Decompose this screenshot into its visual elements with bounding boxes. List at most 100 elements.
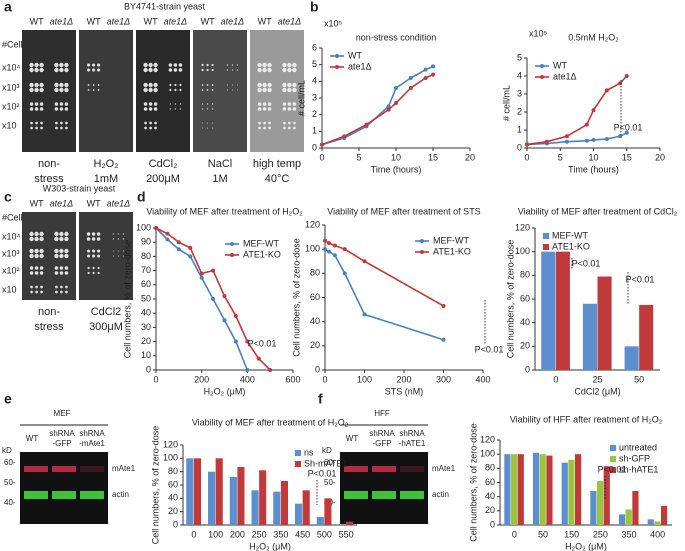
x-tick-label: 200 xyxy=(230,529,245,539)
legend-label: MEF-WT xyxy=(552,230,588,240)
column-header: ate1Δ xyxy=(278,16,302,26)
y-tick-label: 120 xyxy=(515,222,530,232)
colony xyxy=(201,103,204,105)
point xyxy=(245,339,250,344)
colony xyxy=(262,102,267,106)
bar xyxy=(546,455,553,525)
colony xyxy=(29,266,34,270)
colony xyxy=(211,84,214,86)
column-header: WT xyxy=(30,16,44,26)
colony xyxy=(231,69,234,71)
colony xyxy=(282,107,287,111)
colony xyxy=(283,126,286,130)
series-line xyxy=(321,73,434,146)
y-tick-label: 80 xyxy=(485,463,495,473)
point xyxy=(326,241,331,246)
column-header: WT xyxy=(144,16,158,26)
y-axis-label: # cell/mL xyxy=(296,80,306,116)
colony xyxy=(64,67,69,73)
colony xyxy=(179,83,182,87)
x-tick-label: 0 xyxy=(322,374,327,384)
colony xyxy=(87,68,91,72)
point xyxy=(408,76,413,80)
bar xyxy=(273,491,281,525)
y-tick-label: 60 xyxy=(520,293,530,303)
colony xyxy=(282,87,287,93)
colony xyxy=(34,253,39,259)
point xyxy=(154,226,158,230)
y-tick-label: 100 xyxy=(515,246,530,256)
colony xyxy=(212,127,214,129)
colony xyxy=(86,237,91,241)
colony xyxy=(29,87,34,93)
colony xyxy=(59,82,64,88)
colony xyxy=(64,82,69,88)
colony xyxy=(211,103,214,105)
y-tick-label: 100 xyxy=(136,222,151,232)
marker: 50- xyxy=(324,478,336,487)
lane-label: WT xyxy=(346,434,359,443)
legend-label: ATE1-KO xyxy=(552,241,590,251)
legend-swatch xyxy=(610,445,616,451)
series-line xyxy=(155,227,249,371)
point xyxy=(591,137,596,142)
colony xyxy=(64,248,69,254)
x-tick-label: 100 xyxy=(357,374,372,384)
colony xyxy=(268,121,271,125)
colony xyxy=(153,62,158,68)
legend-label: ns xyxy=(304,447,314,457)
point xyxy=(199,275,204,280)
colony xyxy=(97,84,100,86)
y-axis-label: Cell numbers, % of zero-dose xyxy=(468,423,478,542)
colony xyxy=(60,290,63,294)
colony xyxy=(174,108,177,110)
colony xyxy=(59,266,64,270)
band-label: mAte1 xyxy=(432,464,456,473)
legend-swatch xyxy=(540,75,544,79)
point xyxy=(323,238,327,243)
x-tick-label: 50 xyxy=(634,374,644,384)
colony xyxy=(29,67,34,73)
colony xyxy=(292,82,297,88)
colony xyxy=(236,84,238,86)
colony xyxy=(257,102,262,106)
point xyxy=(199,271,204,276)
condition-label: high temp xyxy=(253,158,301,170)
y-tick-label: 1 xyxy=(312,126,317,136)
y-tick-label: 6 xyxy=(312,42,317,52)
y-tick-label: 20 xyxy=(168,506,178,516)
y-tick-label: 100 xyxy=(305,244,320,254)
point xyxy=(431,64,435,69)
column-header: ate1Δ xyxy=(107,16,131,26)
panel-label: c xyxy=(4,189,12,205)
colony xyxy=(267,67,272,73)
point xyxy=(323,247,327,252)
colony xyxy=(206,63,209,67)
colony xyxy=(169,108,172,110)
point xyxy=(332,253,337,258)
colony xyxy=(226,69,229,71)
condition-label: H₂O₂ xyxy=(93,158,118,170)
annotation: P<0.01 xyxy=(572,258,601,268)
colony xyxy=(144,126,147,130)
column-header: ate1Δ xyxy=(221,16,245,26)
y-tick-label: 2 xyxy=(517,106,522,116)
point xyxy=(564,139,569,144)
colony xyxy=(287,62,292,68)
row-label: x10² xyxy=(2,101,20,111)
x-tick-label: 5 xyxy=(356,152,361,162)
colony xyxy=(92,84,95,86)
lane-label: -mAte1 xyxy=(79,439,105,448)
colony xyxy=(168,63,173,67)
colony xyxy=(263,126,266,130)
colony xyxy=(34,102,39,106)
colony xyxy=(34,266,39,270)
chart-title: Viability of MEF after treatment of H₂O₂ xyxy=(192,417,349,427)
series-line xyxy=(526,131,628,146)
colony xyxy=(54,62,59,68)
colony xyxy=(211,63,214,67)
y-tick-label: 20 xyxy=(485,505,495,515)
colony xyxy=(206,84,209,86)
colony xyxy=(258,121,261,125)
lane-label: -GFP xyxy=(52,439,71,448)
